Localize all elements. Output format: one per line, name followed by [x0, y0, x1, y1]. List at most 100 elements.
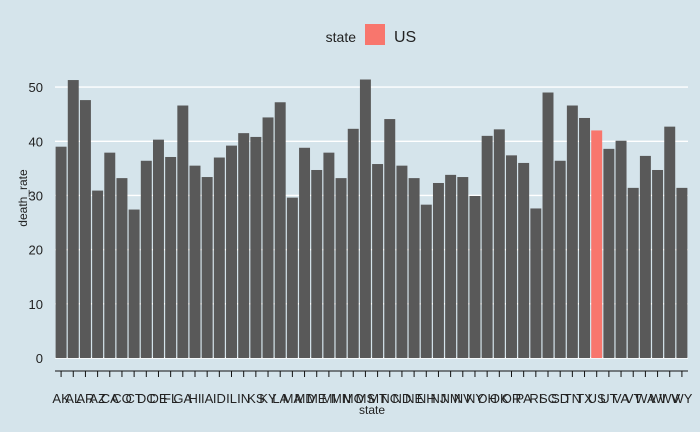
x-tick-label-pa: PA [515, 391, 532, 406]
x-tick-label-tn: TN [564, 391, 581, 406]
x-tick-label-de: DE [149, 391, 167, 406]
x-tick-label-la: LA [272, 391, 288, 406]
x-tick-label-nc: NC [380, 391, 399, 406]
x-tick-label-mn: MN [331, 391, 351, 406]
bar-in [238, 133, 250, 358]
y-tick-label-0: 0 [36, 351, 43, 366]
x-tick-label-ut: UT [600, 391, 617, 406]
bar-ks [250, 136, 262, 358]
bar-pa [518, 162, 530, 358]
bar-de [152, 139, 164, 358]
bar-dc [140, 160, 152, 358]
x-tick-label-ky: KY [259, 391, 277, 406]
y-tick-label-30: 30 [29, 188, 43, 203]
x-tick-label-wv: WV [659, 391, 680, 406]
bar-nm [445, 174, 457, 358]
bar-ky [262, 117, 274, 358]
x-tick-label-ct: CT [125, 391, 142, 406]
x-tick-label-co: CO [112, 391, 132, 406]
x-tick-label-nd: ND [393, 391, 412, 406]
bar-ct [128, 209, 140, 358]
x-tick-label-ak: AK [52, 391, 70, 406]
x-tick-label-sc: SC [539, 391, 557, 406]
y-tick-label-10: 10 [29, 297, 43, 312]
bar-id [213, 157, 225, 358]
x-tick-label-mo: MO [343, 391, 364, 406]
x-tick-label-fl: FL [163, 391, 178, 406]
legend-label-us: US [394, 29, 416, 46]
bar-fl [165, 156, 177, 358]
bar-oh [481, 135, 493, 358]
bar-wy [676, 187, 688, 358]
x-tick-label-id: ID [213, 391, 226, 406]
x-tick-label-vt: VT [625, 391, 642, 406]
bar-wi [652, 169, 664, 358]
x-tick-label-ne: NE [405, 391, 423, 406]
x-tick-label-hi: HI [188, 391, 201, 406]
bar-ms [359, 79, 371, 358]
x-tick-label-nm: NM [441, 391, 461, 406]
x-tick-label-il: IL [226, 391, 237, 406]
y-tick-label-20: 20 [29, 243, 43, 258]
bar-nc [384, 119, 396, 358]
bar-la [274, 102, 286, 359]
x-tick-label-ri: RI [529, 391, 542, 406]
bar-us [591, 130, 603, 358]
x-tick-label-az: AZ [89, 391, 106, 406]
bar-ma [286, 197, 298, 358]
bar-ne [408, 178, 420, 358]
bars [55, 79, 688, 359]
x-tick-label-md: MD [294, 391, 314, 406]
bar-al [67, 80, 79, 358]
x-tick-label-me: ME [307, 391, 327, 406]
bar-tn [566, 105, 578, 358]
bar-me [311, 169, 323, 358]
bar-ga [177, 105, 189, 358]
y-tick-label-50: 50 [29, 80, 43, 95]
bar-nh [420, 204, 432, 358]
bar-ca [104, 152, 116, 358]
legend: state US [326, 24, 416, 46]
x-tick-label-ia: IA [201, 391, 214, 406]
x-tick-label-or: OR [502, 391, 522, 406]
x-tick-label-ma: MA [283, 391, 303, 406]
bar-mt [372, 164, 384, 358]
x-tick-label-ga: GA [173, 391, 192, 406]
x-tick-label-ms: MS [356, 391, 376, 406]
x-tick-label-nj: NJ [431, 391, 447, 406]
bar-nj [432, 182, 444, 358]
x-tick-label-mi: MI [322, 391, 336, 406]
bar-va [615, 140, 627, 358]
x-tick-label-wi: WI [650, 391, 666, 406]
bar-il [226, 145, 237, 358]
x-tick-label-in: IN [237, 391, 250, 406]
bar-ny [469, 195, 481, 358]
bar-wa [639, 155, 651, 358]
legend-title: state [326, 29, 357, 45]
x-tick-label-va: VA [613, 391, 630, 406]
y-axis-title: death_rate [16, 169, 30, 227]
bar-tx [579, 117, 591, 358]
x-tick-label-ny: NY [466, 391, 484, 406]
bar-sc [542, 92, 554, 358]
bar-mn [335, 178, 347, 358]
x-tick-label-ks: KS [247, 391, 265, 406]
bar-hi [189, 165, 201, 358]
bar-nv [457, 177, 469, 358]
bar-ar [79, 100, 91, 358]
y-tick-label-40: 40 [29, 134, 43, 149]
x-tick-label-sd: SD [551, 391, 569, 406]
bar-az [92, 190, 104, 358]
bar-sd [554, 160, 566, 358]
bar-or [506, 155, 517, 358]
x-axis-title: state [359, 403, 385, 417]
x-tick-label-ar: AR [76, 391, 94, 406]
bar-ri [530, 208, 542, 358]
bar-mo [347, 128, 359, 358]
x-tick-label-nh: NH [417, 391, 436, 406]
x-tick-label-ca: CA [101, 391, 119, 406]
bar-mi [323, 152, 335, 358]
